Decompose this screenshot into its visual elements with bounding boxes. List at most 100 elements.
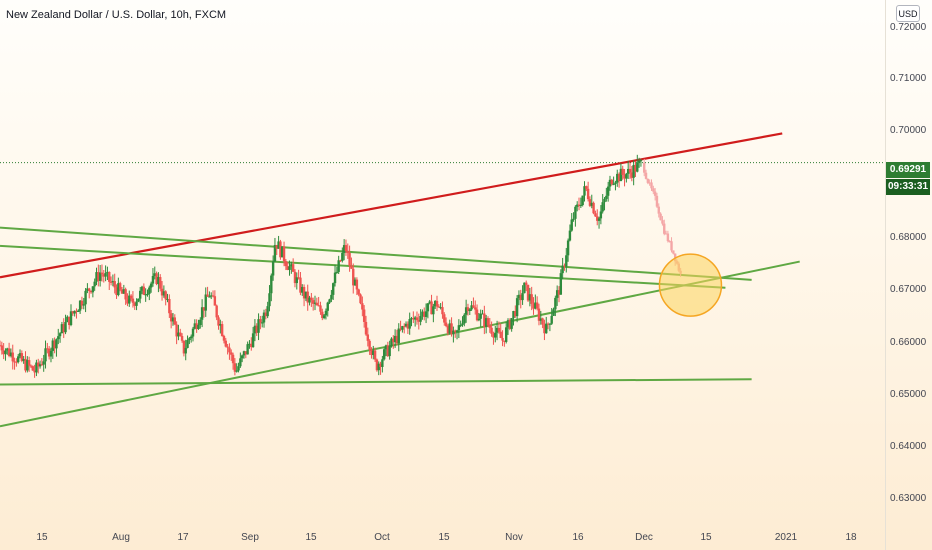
candle <box>224 340 227 347</box>
candle <box>46 348 49 350</box>
candle <box>342 245 346 253</box>
candle <box>366 334 370 341</box>
y-tick-label: 0.71000 <box>890 73 927 84</box>
candle <box>364 321 368 335</box>
candle <box>468 309 471 312</box>
candle <box>4 350 7 355</box>
candle <box>382 349 386 360</box>
candle <box>357 289 360 295</box>
candle <box>193 323 197 329</box>
candle <box>71 311 75 314</box>
candle <box>144 294 147 296</box>
candle <box>322 315 326 319</box>
horizontal-support-trendline[interactable] <box>0 378 752 386</box>
candle <box>372 350 375 356</box>
candle <box>384 345 388 350</box>
candle <box>362 309 366 322</box>
candle <box>497 327 501 332</box>
candle <box>454 330 457 332</box>
candle <box>375 359 379 371</box>
projection-candle <box>648 182 651 184</box>
candle <box>262 312 266 323</box>
candle <box>537 308 541 321</box>
candle <box>281 246 284 258</box>
candle <box>452 330 455 335</box>
candle <box>335 271 339 273</box>
candle <box>180 336 184 341</box>
candle <box>590 202 593 206</box>
candle <box>206 294 209 297</box>
candle <box>171 317 175 322</box>
candle <box>541 318 544 325</box>
candle <box>408 319 411 329</box>
projection-candle <box>646 178 650 183</box>
candle <box>235 370 238 372</box>
candle <box>302 286 306 299</box>
candle <box>200 307 204 320</box>
candle <box>95 272 98 282</box>
candle <box>428 301 431 304</box>
candle <box>373 350 377 360</box>
projection-candle <box>643 162 646 173</box>
candle <box>572 218 575 220</box>
candle <box>67 316 71 326</box>
candle <box>151 275 155 284</box>
projection-candle <box>663 223 666 234</box>
candle <box>182 340 186 354</box>
candle <box>277 241 280 249</box>
candle <box>628 168 632 173</box>
candle <box>75 310 78 312</box>
candle <box>386 345 390 357</box>
candle <box>484 318 488 327</box>
candle <box>565 255 568 267</box>
candle <box>113 281 116 288</box>
candle <box>33 370 36 373</box>
candle <box>419 316 422 322</box>
candle <box>122 289 126 294</box>
x-tick-label: 15 <box>305 532 317 543</box>
projection-candle <box>668 241 671 243</box>
candle <box>470 305 473 310</box>
candle <box>293 271 297 284</box>
candle <box>2 350 5 355</box>
projection-candle <box>666 233 670 242</box>
candle <box>131 298 135 303</box>
candle <box>100 272 104 275</box>
candle <box>355 279 359 290</box>
currency-button[interactable]: USD <box>896 5 920 22</box>
candle <box>395 335 399 344</box>
candle <box>20 353 24 361</box>
candle <box>315 302 319 306</box>
candle <box>108 271 111 282</box>
candle <box>197 324 200 330</box>
candle <box>175 324 178 337</box>
upper-green-1-trendline[interactable] <box>0 226 752 281</box>
y-tick-label: 0.63000 <box>890 493 927 504</box>
candle <box>264 312 268 317</box>
price-chart[interactable] <box>0 0 885 550</box>
candle <box>301 286 304 293</box>
projection-candle <box>672 250 675 254</box>
target-zone-circle[interactable] <box>658 253 723 317</box>
candle <box>226 346 229 348</box>
candle <box>153 273 156 276</box>
candle <box>639 160 643 162</box>
candle <box>546 323 550 325</box>
upper-green-2-trendline[interactable] <box>0 244 726 289</box>
candle <box>483 313 486 327</box>
candle <box>599 211 603 219</box>
candle <box>98 272 102 281</box>
candle <box>220 324 224 337</box>
candle <box>286 266 289 270</box>
candle <box>608 179 612 187</box>
candle <box>510 318 513 329</box>
candle <box>612 183 615 185</box>
candle <box>242 351 246 356</box>
y-tick-label: 0.66000 <box>890 337 927 348</box>
candle <box>330 294 333 300</box>
candle <box>195 323 198 330</box>
candle <box>248 343 251 345</box>
candle <box>270 275 273 294</box>
candle <box>353 279 357 286</box>
